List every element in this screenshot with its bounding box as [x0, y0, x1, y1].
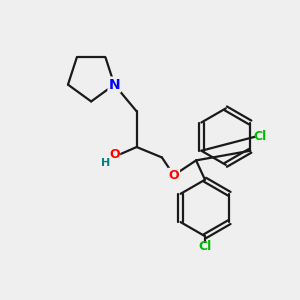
Text: Cl: Cl	[253, 130, 267, 143]
Text: Cl: Cl	[198, 240, 212, 253]
Text: N: N	[109, 78, 120, 92]
Text: H: H	[101, 158, 110, 168]
Text: O: O	[109, 148, 120, 161]
Text: O: O	[169, 169, 179, 182]
